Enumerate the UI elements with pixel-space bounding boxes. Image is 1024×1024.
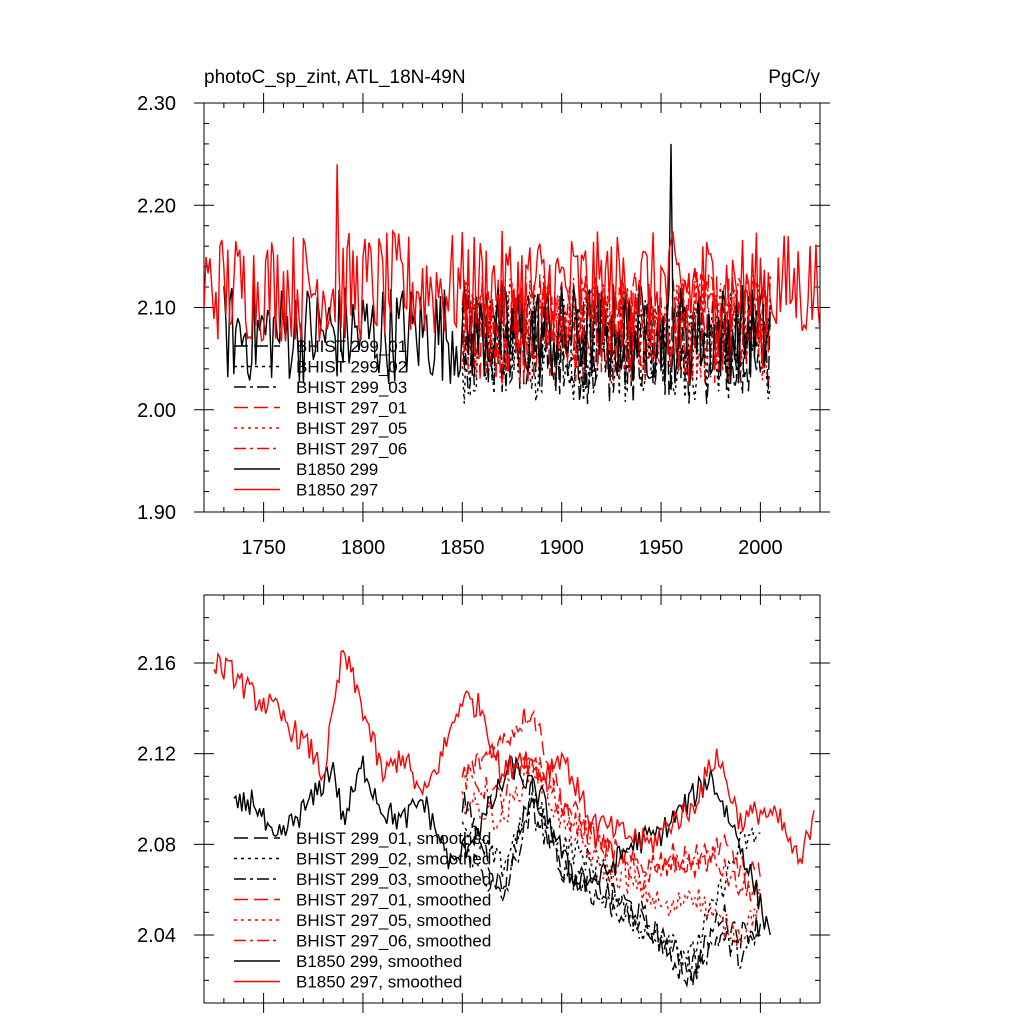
series-group	[204, 143, 820, 405]
y-tick-label: 2.30	[137, 93, 176, 115]
legend-label: BHIST 297_06, smoothed	[296, 932, 491, 951]
legend-label: BHIST 299_02	[296, 358, 407, 377]
y-tick-label: 2.08	[137, 834, 176, 856]
series-line	[233, 754, 771, 936]
y-tick-label: 2.12	[137, 744, 176, 766]
series-line	[223, 143, 771, 385]
series-line	[204, 164, 820, 345]
series-line	[461, 706, 762, 879]
y-tick-label: 2.20	[137, 195, 176, 217]
legend-label: B1850 299, smoothed	[296, 952, 462, 971]
legend-label: BHIST 297_05	[296, 419, 407, 438]
units-label: PgC/y	[768, 67, 820, 88]
x-tick-label: 1850	[440, 537, 485, 559]
legend-label: BHIST 299_02, smoothed	[296, 850, 491, 869]
y-tick-label: 2.04	[137, 925, 176, 947]
y-tick-label: 2.16	[137, 653, 176, 675]
legend-label: BHIST 299_03, smoothed	[296, 870, 491, 889]
series-line	[461, 762, 762, 948]
legend-label: BHIST 297_01	[296, 399, 407, 418]
x-tick-label: 1800	[341, 537, 386, 559]
legend-label: BHIST 297_01, smoothed	[296, 891, 491, 910]
y-tick-label: 2.00	[137, 400, 176, 422]
series-line	[461, 776, 762, 988]
x-tick-label: 1750	[241, 537, 286, 559]
series-line	[461, 790, 761, 960]
legend-label: BHIST 297_06	[296, 440, 407, 459]
x-tick-label: 2000	[738, 537, 783, 559]
legend: BHIST 299_01, smoothed BHIST 299_02, smoo…	[234, 829, 491, 992]
legend-label: BHIST 299_01, smoothed	[296, 829, 491, 848]
series-line	[461, 272, 771, 376]
y-tick-label: 2.10	[137, 298, 176, 320]
chart-title: photoC_sp_zint, ATL_18N-49N	[204, 67, 466, 88]
y-tick-label: 1.90	[137, 502, 176, 524]
series-line	[461, 293, 771, 404]
legend-label: BHIST 297_05, smoothed	[296, 911, 491, 930]
x-tick-label: 1900	[539, 537, 584, 559]
legend-label: B1850 297	[296, 481, 378, 500]
series-line	[213, 649, 815, 866]
series-line	[461, 796, 761, 981]
legend-label: BHIST 299_03	[296, 378, 407, 397]
legend-label: BHIST 299_01	[296, 337, 407, 356]
x-tick-label: 1950	[639, 537, 684, 559]
legend-label: B1850 297, smoothed	[296, 973, 462, 992]
legend-label: B1850 299	[296, 460, 378, 479]
series-group	[213, 649, 815, 988]
top-panel: photoC_sp_zint, ATL_18N-49N PgC/y 1750 18…	[137, 67, 830, 559]
